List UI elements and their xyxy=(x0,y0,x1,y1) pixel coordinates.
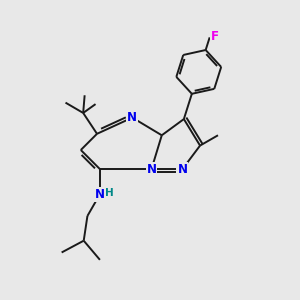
Text: N: N xyxy=(127,111,137,124)
Text: N: N xyxy=(95,188,105,201)
Text: N: N xyxy=(177,163,188,176)
Text: H: H xyxy=(105,188,114,198)
Text: N: N xyxy=(146,163,157,176)
Text: F: F xyxy=(211,30,219,43)
